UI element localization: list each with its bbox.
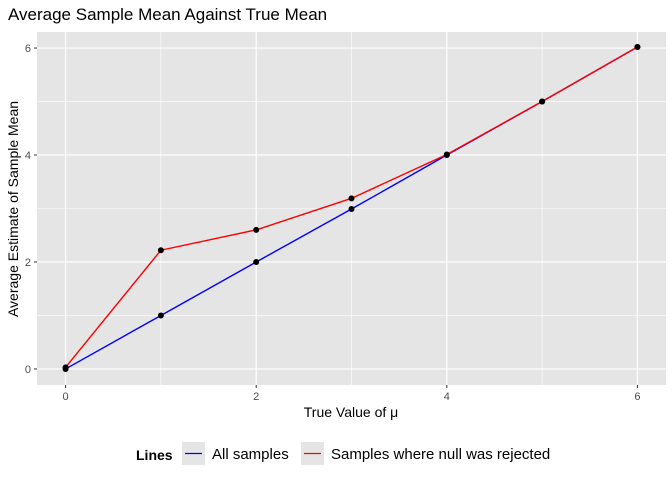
- legend-title: Lines: [136, 447, 173, 463]
- x-axis-title: True Value of μ: [304, 404, 398, 420]
- legend: Lines All samples Samples where null was…: [136, 442, 550, 465]
- x-tick-label: 6: [634, 391, 640, 403]
- data-point-rejected: [348, 195, 355, 202]
- data-point-rejected: [157, 247, 164, 254]
- y-tick-label: 6: [25, 43, 31, 55]
- x-tick-label: 0: [63, 391, 69, 403]
- x-tick-label: 4: [444, 391, 450, 403]
- data-point-all-samples: [157, 312, 164, 319]
- data-point-all-samples: [348, 206, 355, 213]
- x-tick-label: 2: [253, 391, 259, 403]
- chart-title: Average Sample Mean Against True Mean: [8, 5, 327, 24]
- data-point-rejected: [62, 364, 69, 371]
- data-point-rejected: [539, 98, 546, 105]
- y-axis-title: Average Estimate of Sample Mean: [5, 101, 21, 317]
- y-tick-label: 2: [25, 257, 31, 269]
- data-point-rejected: [253, 226, 260, 233]
- data-point-rejected: [634, 43, 641, 50]
- data-point-rejected: [443, 151, 450, 158]
- y-tick-label: 0: [25, 364, 31, 376]
- legend-label-rejected: Samples where null was rejected: [331, 446, 550, 463]
- y-tick-label: 4: [25, 150, 31, 162]
- legend-label-all-samples: All samples: [212, 446, 289, 463]
- data-point-all-samples: [253, 258, 260, 265]
